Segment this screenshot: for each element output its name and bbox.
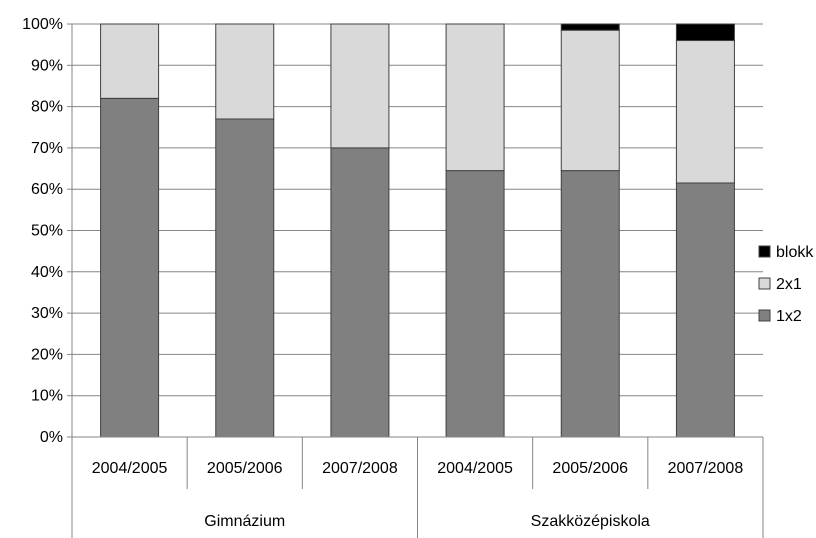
y-tick-label: 10% <box>31 388 63 405</box>
bar-segment-2x1 <box>330 23 390 149</box>
y-tick-label: 20% <box>31 346 63 363</box>
bar-segment-1x2 <box>560 170 620 438</box>
x-category-label: 2007/2008 <box>322 460 398 477</box>
x-category-label: 2005/2006 <box>552 460 628 477</box>
legend-label: blokk <box>776 244 814 261</box>
y-tick-labels: 0% 10% 20% 30% 40% 50% 60% 70% 80% 90% 100% <box>22 16 63 446</box>
y-tick-label: 50% <box>31 223 63 240</box>
legend-swatch-1x2 <box>758 309 771 322</box>
bar-segment-2x1 <box>100 23 160 99</box>
bar-segment-2x1 <box>560 29 620 172</box>
x-category-label: 2004/2005 <box>437 460 513 477</box>
bar-segment-2x1 <box>675 40 735 184</box>
bar-segment-1x2 <box>215 118 275 438</box>
bar-segment-1x2 <box>330 147 390 438</box>
bar-segment-1x2 <box>675 182 735 438</box>
legend-label: 1x2 <box>776 308 802 325</box>
legend-swatch-blokk <box>758 245 771 258</box>
y-tick-label: 60% <box>31 181 63 198</box>
bar-segment-blokk <box>675 23 735 42</box>
y-tick-label: 100% <box>22 16 63 33</box>
y-tick-label: 80% <box>31 99 63 116</box>
x-category-labels: 2004/2005 2005/2006 2007/2008 2004/2005 2005… <box>92 460 744 477</box>
x-group-label: Gimnázium <box>204 513 285 530</box>
y-tick-label: 30% <box>31 305 63 322</box>
bar-segment-blokk <box>560 23 620 31</box>
y-tick-label: 70% <box>31 140 63 157</box>
y-tick-label: 0% <box>40 429 63 446</box>
y-tick-label: 90% <box>31 57 63 74</box>
legend: blokk 2x1 1x2 <box>758 244 814 325</box>
x-group-labels: Gimnázium Szakközépiskola <box>204 513 650 530</box>
axes <box>67 23 764 538</box>
x-category-label: 2004/2005 <box>92 460 168 477</box>
y-tick-label: 40% <box>31 264 63 281</box>
x-category-label: 2007/2008 <box>668 460 744 477</box>
x-category-label: 2005/2006 <box>207 460 283 477</box>
legend-swatch-2x1 <box>758 277 771 290</box>
bar-segment-2x1 <box>445 23 505 172</box>
legend-label: 2x1 <box>776 276 802 293</box>
bar-segment-1x2 <box>445 170 505 438</box>
gridlines <box>72 23 763 397</box>
bar-segment-1x2 <box>100 97 160 438</box>
x-group-label: Szakközépiskola <box>531 513 650 530</box>
bar-segment-2x1 <box>215 23 275 120</box>
